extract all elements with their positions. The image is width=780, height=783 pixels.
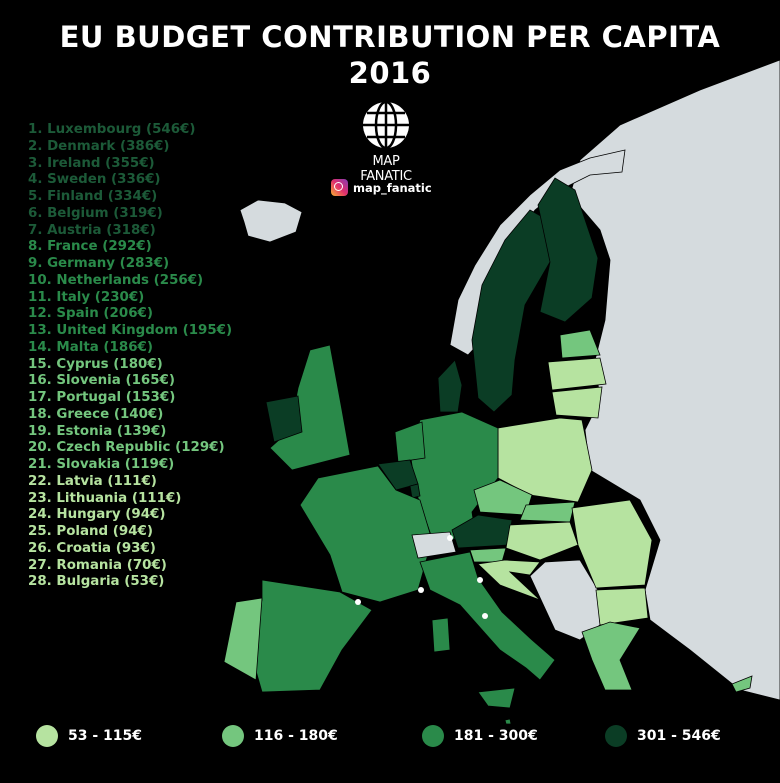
legend-label: 116 - 180€ [254, 728, 338, 744]
ranking-item: 13. United Kingdom (195€) [28, 323, 233, 338]
ranking-item: 2. Denmark (386€) [28, 138, 170, 154]
ranking-item: 20. Czech Republic (129€) [28, 440, 225, 456]
country-slovenia [469, 547, 507, 563]
country-netherlands [394, 421, 426, 463]
country-hungary [505, 521, 579, 561]
capital-marker [418, 587, 424, 593]
ranking-item: 22. Latvia (111€) [28, 473, 157, 489]
capital-marker [447, 535, 453, 541]
country-malta [504, 718, 512, 725]
country-finland [537, 177, 599, 323]
country-bulgaria [595, 587, 649, 626]
ranking-item: 27. Romania (70€) [28, 557, 167, 573]
ranking-item: 25. Poland (94€) [28, 524, 153, 539]
country-poland [497, 417, 593, 503]
ranking-item: 1. Luxembourg (546€) [28, 122, 196, 137]
ranking-item: 9. Germany (283€) [28, 256, 170, 271]
ranking-item: 18. Greece (140€) [28, 406, 164, 422]
map-fanatic-logo: MAP FANATIC [356, 100, 416, 184]
ranking-item: 5. Finland (334€) [28, 189, 158, 204]
country-luxembourg [409, 483, 421, 499]
country-spain [249, 579, 373, 693]
instagram-credit: map_fanatic [331, 179, 432, 196]
ranking-item: 4. Sweden (336€) [28, 172, 161, 188]
legend-label: 53 - 115€ [68, 728, 143, 744]
country-sweden [471, 209, 551, 413]
country-portugal [223, 597, 263, 681]
ranking-item: 14. Malta (186€) [28, 339, 153, 355]
ranking-item: 23. Lithuania (111€) [28, 490, 182, 506]
ranking-item: 12. Spain (206€) [28, 306, 153, 322]
legend-swatch [422, 725, 444, 747]
instagram-handle: map_fanatic [353, 180, 432, 195]
region-iceland [239, 199, 303, 243]
capital-marker [477, 577, 483, 583]
country-estonia [559, 329, 601, 359]
legend-label: 181 - 300€ [454, 728, 538, 744]
ranking-item: 19. Estonia (139€) [28, 423, 167, 439]
ranking-item: 10. Netherlands (256€) [28, 272, 204, 288]
legend-item: 181 - 300€ [422, 725, 538, 747]
legend-item: 116 - 180€ [222, 725, 338, 747]
country-cyprus [731, 675, 753, 693]
legend-item: 53 - 115€ [36, 725, 142, 747]
ranking-item: 17. Portugal (153€) [28, 390, 176, 405]
country-italy-sicily [477, 687, 516, 709]
ranking-item: 28. Bulgaria (53€) [28, 574, 165, 590]
ranking-list: 1. Luxembourg (546€) 2. Denmark (386€) 3. … [28, 122, 232, 591]
legend-swatch [605, 725, 627, 747]
ranking-item: 11. Italy (230€) [28, 289, 145, 305]
ranking-item: 7. Austria (318€) [28, 222, 156, 238]
capital-marker [355, 599, 361, 605]
legend-label: 301 - 546€ [637, 728, 721, 744]
country-lithuania [551, 386, 603, 419]
country-slovakia [519, 501, 576, 523]
ranking-item: 6. Belgium (319€) [28, 205, 163, 221]
ranking-item: 24. Hungary (94€) [28, 507, 166, 523]
ranking-item: 16. Slovenia (165€) [28, 373, 175, 389]
country-romania [571, 499, 653, 589]
ranking-item: 3. Ireland (355€) [28, 155, 155, 171]
country-switzerland [411, 531, 457, 559]
ranking-item: 26. Croatia (93€) [28, 540, 156, 556]
capital-marker [482, 613, 488, 619]
country-italy-sardinia [431, 617, 451, 653]
country-greece [581, 621, 641, 691]
country-denmark [437, 359, 463, 413]
title-line-2: 2016 [348, 56, 432, 90]
legend-swatch [36, 725, 58, 747]
logo-text-fanatic: FANATIC [360, 169, 412, 184]
capital-markers [355, 535, 488, 619]
instagram-icon [331, 179, 348, 196]
ranking-item: 15. Cyprus (180€) [28, 356, 163, 372]
country-ireland [265, 395, 303, 443]
legend-item: 301 - 546€ [605, 725, 721, 747]
legend-swatch [222, 725, 244, 747]
ranking-item: 8. France (292€) [28, 239, 152, 255]
logo-text-map: MAP [372, 154, 400, 169]
title-line-1: EU BUDGET CONTRIBUTION PER CAPITA [59, 20, 721, 54]
ranking-item: 21. Slovakia (119€) [28, 457, 175, 472]
globe-icon [363, 100, 409, 150]
country-latvia [547, 357, 607, 391]
country-croatia [477, 559, 541, 601]
